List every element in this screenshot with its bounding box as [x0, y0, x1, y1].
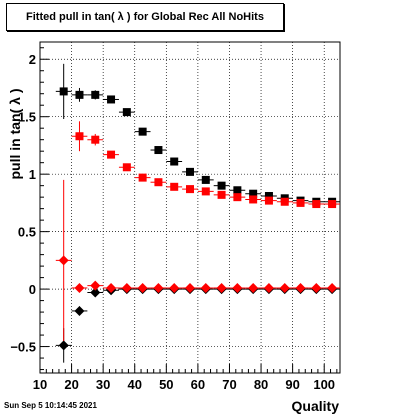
data-point-square: [154, 146, 163, 155]
data-markers: [55, 63, 340, 363]
data-point-diamond: [153, 282, 164, 293]
data-point-square: [170, 157, 179, 166]
data-point-diamond: [74, 282, 85, 293]
footer-date: Sun Sep 5 10:14:45 2021: [4, 401, 97, 410]
data-point-square: [201, 187, 210, 196]
data-point-square: [91, 135, 100, 144]
data-point-square: [233, 186, 242, 195]
data-point-square: [91, 90, 100, 99]
data-point-square: [264, 192, 273, 201]
y-tick-label: 0.5: [18, 225, 36, 240]
data-point-diamond: [232, 282, 243, 293]
data-point-square: [186, 167, 194, 176]
data-point-square: [186, 185, 194, 194]
data-point-square: [249, 195, 258, 204]
x-tick-label: 50: [159, 377, 173, 392]
x-tick-label: 60: [191, 377, 205, 392]
y-tick-label: 1.5: [18, 110, 36, 125]
x-axis-label: Quality: [292, 398, 340, 414]
data-point-diamond: [327, 282, 338, 293]
data-point-diamond: [185, 282, 195, 293]
data-point-diamond: [279, 282, 290, 293]
plot-frame: [39, 41, 341, 374]
data-point-square: [59, 87, 68, 96]
chart-title: Fitted pull in tan( λ ) for Global Rec A…: [6, 3, 284, 31]
data-point-square: [328, 200, 337, 209]
y-axis-label: pull in tan( λ ): [7, 89, 23, 180]
y-tick-label: −0.5: [10, 340, 36, 355]
x-tick-label: 20: [64, 377, 78, 392]
data-point-diamond: [106, 282, 117, 293]
y-tick-label: 2: [29, 52, 36, 67]
x-tick-label: 30: [96, 377, 110, 392]
data-point-square: [217, 190, 226, 199]
data-point-square: [280, 197, 289, 206]
data-point-square: [138, 173, 147, 182]
data-point-diamond: [263, 282, 274, 293]
data-point-square: [122, 108, 131, 117]
data-point-square: [296, 198, 305, 207]
data-point-square: [201, 175, 210, 184]
data-point-square: [75, 90, 84, 99]
data-point-diamond: [216, 282, 227, 293]
data-point-square: [249, 189, 258, 198]
data-point-diamond: [90, 287, 101, 298]
data-point-square: [122, 163, 131, 172]
x-tick-label: 80: [254, 377, 268, 392]
data-point-diamond: [137, 282, 148, 293]
data-point-diamond: [58, 340, 69, 351]
data-point-square: [138, 127, 147, 136]
data-point-diamond: [74, 305, 85, 316]
data-point-square: [75, 132, 84, 141]
grid-lines: [39, 42, 340, 373]
x-tick-label: 90: [285, 377, 299, 392]
x-tick-label: 40: [128, 377, 142, 392]
data-point-square: [170, 182, 179, 191]
data-point-diamond: [295, 282, 306, 293]
x-tick-label: 100: [313, 377, 335, 392]
data-point-square: [217, 181, 226, 190]
data-point-square: [264, 196, 273, 205]
x-tick-label: 70: [222, 377, 236, 392]
data-point-diamond: [200, 282, 211, 293]
data-point-diamond: [169, 282, 180, 293]
data-point-diamond: [58, 255, 69, 266]
data-point-square: [107, 150, 116, 159]
data-point-square: [107, 95, 116, 104]
data-point-diamond: [248, 282, 259, 293]
axis-ticks: 10 20 30 40 50 60 70 80 90 100 −0.5 0 0.5 1 1.5 2: [10, 47, 338, 392]
y-tick-label: 0: [29, 282, 36, 297]
data-point-square: [154, 178, 163, 187]
data-point-square: [233, 193, 242, 202]
data-point-square: [312, 200, 321, 209]
y-tick-label: 1: [29, 167, 36, 182]
data-point-diamond: [311, 282, 322, 293]
x-tick-label: 10: [33, 377, 47, 392]
data-point-diamond: [121, 282, 132, 293]
data-point-diamond: [90, 280, 101, 291]
